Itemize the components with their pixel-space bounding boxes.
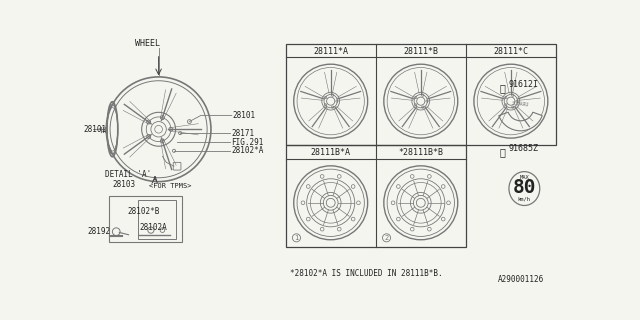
Text: 28192: 28192 [87, 227, 110, 236]
Text: FIG.291: FIG.291 [231, 138, 263, 147]
Bar [285, 145, 466, 247]
Text: km/h: km/h [518, 196, 531, 201]
Text: *28111B*B: *28111B*B [398, 148, 444, 157]
Text: 28111B*A: 28111B*A [310, 148, 351, 157]
Text: 28102A: 28102A [140, 222, 167, 232]
Text: 28111*C: 28111*C [493, 47, 529, 56]
Text: 28111*B: 28111*B [403, 47, 438, 56]
Text: 28103: 28103 [113, 180, 136, 189]
Bar [285, 44, 556, 145]
Text: 28111*A: 28111*A [313, 47, 348, 56]
Text: DETAIL 'A': DETAIL 'A' [105, 170, 151, 179]
Text: 1: 1 [294, 235, 299, 241]
Text: 28101: 28101 [83, 125, 106, 134]
Text: 28102*A: 28102*A [231, 146, 263, 155]
Text: WHEEL: WHEEL [135, 39, 160, 48]
Text: A: A [152, 176, 157, 181]
Text: 2: 2 [385, 235, 388, 241]
Wedge shape [499, 112, 542, 131]
Bar [138, 200, 176, 239]
Text: 91685Z: 91685Z [509, 144, 539, 153]
Bar [109, 196, 182, 243]
Text: ①: ① [500, 84, 506, 93]
Text: 91612I: 91612I [509, 80, 539, 89]
Text: 80: 80 [513, 178, 536, 196]
Text: 28101: 28101 [232, 111, 255, 120]
Text: 28102*B: 28102*B [128, 207, 160, 216]
Text: <FOR TPMS>: <FOR TPMS> [149, 183, 192, 189]
Text: ②: ② [500, 147, 506, 157]
Text: 28171: 28171 [231, 129, 254, 138]
Text: MAX: MAX [520, 175, 529, 180]
Text: A290001126: A290001126 [497, 275, 543, 284]
Text: SUBARU: SUBARU [512, 100, 529, 107]
Text: *28102*A IS INCLUDED IN 28111B*B.: *28102*A IS INCLUDED IN 28111B*B. [289, 269, 442, 278]
